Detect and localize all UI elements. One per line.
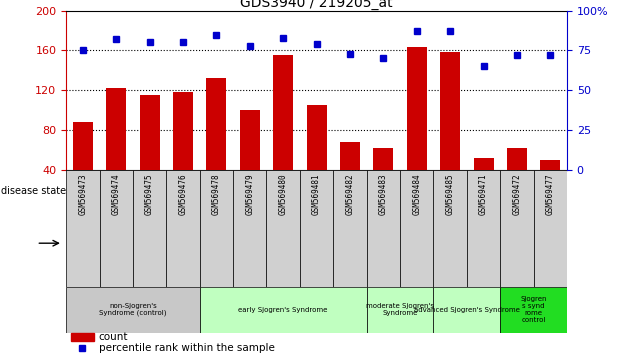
Bar — [240, 110, 260, 210]
Bar — [233, 170, 266, 287]
Text: GSM569471: GSM569471 — [479, 173, 488, 215]
Text: GSM569475: GSM569475 — [145, 173, 154, 215]
Bar — [433, 287, 500, 333]
Title: GDS3940 / 219205_at: GDS3940 / 219205_at — [240, 0, 393, 10]
Bar — [474, 158, 493, 210]
Text: GSM569476: GSM569476 — [178, 173, 188, 215]
Bar — [173, 92, 193, 210]
Bar — [106, 88, 126, 210]
Bar — [433, 170, 467, 287]
Text: count: count — [99, 332, 129, 342]
Bar — [367, 170, 400, 287]
Text: GSM569485: GSM569485 — [445, 173, 455, 215]
Text: GSM569472: GSM569472 — [512, 173, 522, 215]
Bar — [333, 170, 367, 287]
Text: GSM569482: GSM569482 — [345, 173, 355, 215]
Text: non-Sjogren's
Syndrome (control): non-Sjogren's Syndrome (control) — [99, 303, 167, 316]
Bar — [200, 287, 367, 333]
Text: disease state: disease state — [1, 186, 66, 196]
Text: GSM569474: GSM569474 — [112, 173, 121, 215]
Bar — [207, 78, 226, 210]
Text: GSM569483: GSM569483 — [379, 173, 388, 215]
Text: GSM569473: GSM569473 — [78, 173, 88, 215]
Text: percentile rank within the sample: percentile rank within the sample — [99, 343, 275, 353]
Bar — [273, 56, 293, 210]
Bar — [300, 170, 333, 287]
Bar — [534, 170, 567, 287]
Text: GSM569478: GSM569478 — [212, 173, 221, 215]
Bar — [400, 170, 433, 287]
Text: GSM569479: GSM569479 — [245, 173, 255, 215]
Bar — [367, 287, 433, 333]
Bar — [66, 287, 200, 333]
Text: GSM569484: GSM569484 — [412, 173, 421, 215]
Bar — [66, 170, 100, 287]
Bar — [500, 287, 567, 333]
Text: moderate Sjogren's
Syndrome: moderate Sjogren's Syndrome — [366, 303, 434, 316]
Bar — [140, 95, 159, 210]
Bar — [407, 47, 427, 210]
Bar — [200, 170, 233, 287]
Bar — [100, 170, 133, 287]
Text: GSM569480: GSM569480 — [278, 173, 288, 215]
Text: advanced Sjogren's Syndrome: advanced Sjogren's Syndrome — [414, 307, 520, 313]
Bar — [133, 170, 166, 287]
Text: GSM569477: GSM569477 — [546, 173, 555, 215]
Bar — [374, 148, 393, 210]
Bar — [71, 333, 94, 341]
Bar — [440, 52, 460, 210]
Bar — [507, 148, 527, 210]
Bar — [73, 122, 93, 210]
Bar — [500, 170, 534, 287]
Text: GSM569481: GSM569481 — [312, 173, 321, 215]
Bar — [467, 170, 500, 287]
Bar — [166, 170, 200, 287]
Bar — [266, 170, 300, 287]
Bar — [541, 160, 560, 210]
Bar — [340, 142, 360, 210]
Text: early Sjogren's Syndrome: early Sjogren's Syndrome — [239, 307, 328, 313]
Bar — [307, 105, 326, 210]
Text: Sjogren
s synd
rome
control: Sjogren s synd rome control — [520, 296, 547, 323]
